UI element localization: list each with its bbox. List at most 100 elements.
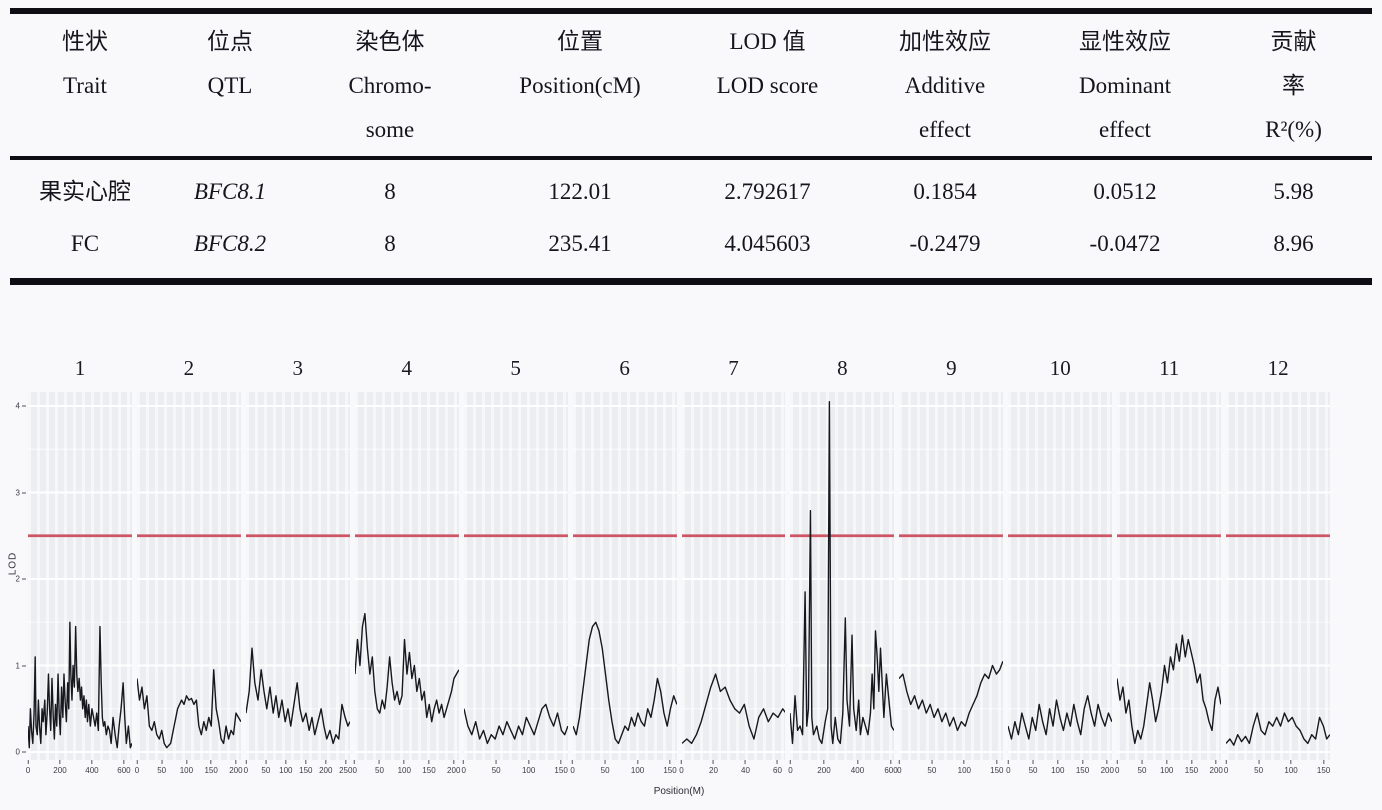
chromosome-label: 11 (1159, 356, 1180, 380)
table-cell: 0.1854 (913, 179, 977, 204)
lod-curve-svg (28, 392, 132, 760)
x-tick-label: 150 (299, 760, 312, 775)
lod-series (137, 670, 241, 748)
lod-curve-svg (1226, 392, 1330, 760)
x-tick-mark (463, 760, 465, 764)
table-cell: FC (70, 231, 100, 256)
x-tick-label: 150 (663, 760, 677, 775)
x-tick-label: 50 (492, 760, 501, 775)
lod-series (899, 661, 1003, 730)
x-tick-mark (856, 760, 858, 764)
header-cell: Dominant (1079, 73, 1171, 98)
x-axis-ticks: 0 50 100 150 200 250 (244, 760, 352, 784)
x-tick-label: 0 (461, 760, 466, 775)
x-tick-label: 100 (279, 760, 292, 775)
x-tick-mark (285, 760, 287, 764)
y-tick-label: 2 (16, 575, 26, 584)
x-tick-mark (136, 760, 138, 764)
lod-curve-svg (246, 392, 350, 760)
x-tick-mark (669, 760, 671, 764)
x-tick-label: 400 (85, 760, 99, 775)
x-tick-label: 0 (679, 760, 684, 775)
chromosome-panel: 6 0 50 100 150 (570, 348, 677, 784)
header-cell: effect (1099, 117, 1151, 142)
x-tick-label: 150 (1317, 760, 1330, 775)
x-tick-mark (744, 760, 746, 764)
y-tick-mark (22, 665, 26, 667)
x-tick-label: 100 (631, 760, 644, 775)
panels-row: 1 0 200 400 600 2 0 50 100 150 200 3 0 50 100 150 200 250… (26, 348, 1331, 784)
table-cell: 8 (384, 179, 396, 204)
header-cell: 显性效应 (1079, 29, 1171, 54)
x-tick-mark (245, 760, 247, 764)
x-tick-mark (325, 760, 327, 764)
header-cell: Trait (63, 73, 107, 98)
chromosome-panel: 9 0 50 100 150 (897, 348, 1003, 784)
x-tick-label: 200 (53, 760, 67, 775)
x-tick-label: 600 (884, 760, 898, 775)
x-tick-mark (495, 760, 497, 764)
x-tick-mark (1106, 760, 1108, 764)
x-tick-label: 60 (773, 760, 782, 775)
chromosome-panel: 3 0 50 100 150 200 250 (244, 348, 353, 784)
x-axis-ticks: 0 200 400 600 (788, 760, 898, 784)
header-cell: Additive (904, 73, 986, 98)
header-cell (680, 108, 855, 152)
x-tick-label: 150 (1185, 760, 1198, 775)
table-cell: -0.2479 (909, 231, 981, 256)
chromosome-label: 2 (183, 356, 195, 380)
x-tick-label: 50 (375, 760, 384, 775)
x-tick-label: 150 (1076, 760, 1089, 775)
chromosome-label: 6 (619, 356, 630, 380)
header-row: 性状 位点 染色体 位置 LOD 值 加性效应 显性效应 贡献 (10, 20, 1372, 64)
x-tick-mark (898, 760, 900, 764)
x-tick-mark (1166, 760, 1168, 764)
panel-plot-area (1226, 392, 1331, 760)
x-tick-mark (185, 760, 187, 764)
x-tick-label: 200 (229, 760, 243, 775)
lod-series (790, 402, 894, 744)
qtl-table: 性状 位点 染色体 位置 LOD 值 加性效应 显性效应 贡献 Trait QTL Chromo- P… (10, 8, 1372, 285)
header-cell: 率 (1282, 73, 1305, 98)
lod-curve-svg (137, 392, 241, 760)
x-tick-mark (1116, 760, 1118, 764)
x-tick-label: 200 (817, 760, 831, 775)
x-tick-label: 50 (1254, 760, 1263, 775)
chromosome-label: 7 (728, 356, 739, 380)
x-tick-mark (345, 760, 347, 764)
chromosome-panel: 8 0 200 400 600 (788, 348, 898, 784)
chromosome-label: 3 (292, 356, 304, 380)
x-tick-label: 50 (1029, 760, 1037, 775)
x-tick-label: 100 (1284, 760, 1298, 775)
chromosome-label: 9 (946, 356, 957, 380)
table-cell: 8 (384, 231, 396, 256)
lod-series (355, 614, 459, 722)
x-tick-label: 50 (157, 760, 166, 775)
header-cell: LOD score (716, 73, 819, 98)
y-tick-mark (22, 492, 26, 494)
x-tick-mark (305, 760, 307, 764)
table-cell: 2.792617 (724, 179, 811, 204)
table-cell: 235.41 (548, 231, 612, 256)
table-cell: 果实心腔 (39, 179, 131, 204)
lod-series (682, 674, 786, 743)
x-tick-mark (789, 760, 791, 764)
header-row: some effect effect R²(%) (10, 108, 1372, 152)
x-tick-label: 100 (180, 760, 193, 775)
lod-series (1008, 696, 1112, 739)
x-tick-mark (823, 760, 825, 764)
table-cell: 5.98 (1273, 179, 1314, 204)
table-row: 果实心腔 BFC8.1 8 122.01 2.792617 0.1854 0.0512 5.9… (10, 166, 1372, 218)
x-tick-mark (123, 760, 125, 764)
x-tick-mark (931, 760, 933, 764)
panel-plot-area (136, 392, 241, 760)
chromosome-label: 10 (1049, 356, 1071, 380)
x-tick-label: 200 (319, 760, 332, 775)
lod-series (246, 648, 350, 743)
x-tick-mark (890, 760, 892, 764)
x-tick-label: 0 (1115, 760, 1119, 775)
chromosome-label: 12 (1267, 356, 1289, 380)
x-tick-label: 50 (261, 760, 270, 775)
y-axis-ticks: 0 1 2 3 4 (0, 392, 28, 760)
x-tick-label: 50 (601, 760, 610, 775)
